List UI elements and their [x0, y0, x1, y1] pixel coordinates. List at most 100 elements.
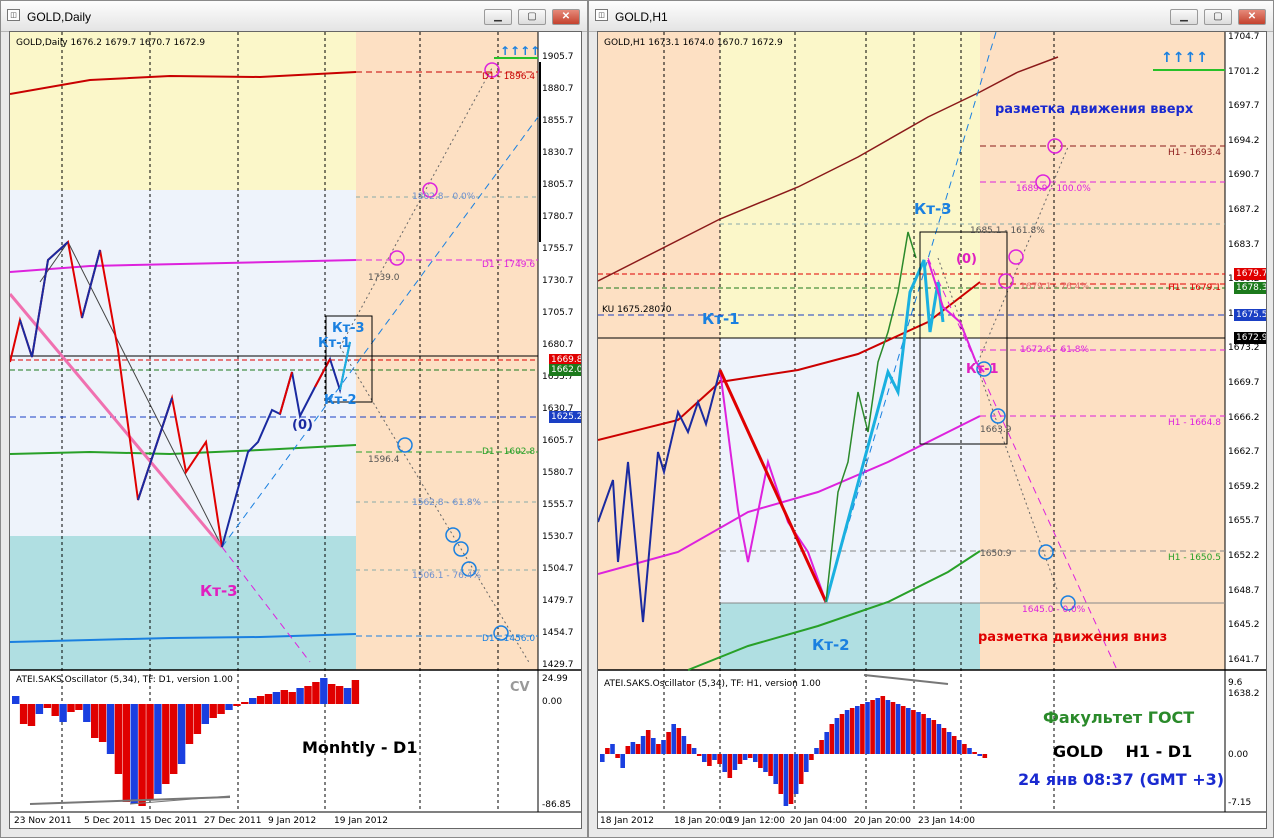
annotation-1679-764: 1679.1 - 76.4%	[1020, 282, 1090, 292]
price-tick: 1454.7	[542, 628, 574, 638]
osc-bar	[941, 728, 947, 754]
right-window-title: GOLD,H1	[615, 10, 668, 24]
osc-bar	[696, 754, 702, 756]
caption-monthly-d1: Monhtly - D1	[302, 738, 418, 757]
osc-bar	[875, 698, 880, 754]
osc-bar	[686, 744, 692, 754]
date-tick: 27 Dec 2011	[204, 816, 262, 826]
osc-bar	[146, 704, 154, 800]
osc-bar	[605, 748, 610, 754]
osc-bar	[707, 754, 712, 766]
osc-bar	[130, 704, 138, 804]
date-tick: 5 Dec 2011	[84, 816, 136, 826]
markup-up-label: разметка движения вверх	[995, 102, 1194, 117]
osc-bar	[829, 724, 835, 754]
price-tick: 1666.2	[1228, 412, 1260, 423]
osc-bar	[855, 706, 860, 754]
osc-bar	[793, 754, 799, 794]
osc-bar	[732, 754, 738, 770]
osc-bar	[870, 700, 875, 754]
price-tick: 1429.7	[542, 660, 574, 670]
osc-bar	[256, 696, 265, 704]
osc-bar	[809, 754, 814, 760]
price-tag: 1679.7	[1234, 268, 1267, 280]
annotation-1663: 1663.9	[980, 425, 1012, 435]
osc-bar	[763, 754, 768, 772]
annotation-fib-618: 1562.8 - 61.8%	[412, 498, 482, 508]
right-chart-window: ◫ GOLD,H1 ▁ ▢ ✕	[588, 0, 1274, 838]
left-chart-canvas	[10, 32, 581, 828]
price-tick: 1605.7	[542, 436, 574, 446]
right-title-bar[interactable]: ◫ GOLD,H1 ▁ ▢ ✕	[589, 1, 1273, 32]
label-kt1: Кт-1	[702, 310, 740, 328]
osc-bar	[154, 704, 162, 794]
osc-bar	[890, 702, 896, 754]
osc-bar	[834, 718, 840, 754]
right-chart-canvas	[598, 32, 1266, 828]
label-kt2: Кт-2	[324, 393, 357, 408]
left-window-title: GOLD,Daily	[27, 10, 92, 24]
osc-bar	[328, 684, 336, 704]
osc-bar	[747, 754, 753, 758]
osc-bar	[343, 688, 352, 704]
price-tag: 1669.8	[549, 354, 582, 366]
price-tick: 1645.2	[1228, 620, 1260, 631]
osc-bar	[962, 744, 967, 754]
osc-bar	[122, 704, 130, 802]
close-button[interactable]: ✕	[552, 9, 580, 25]
price-tick: 1780.7	[542, 212, 574, 222]
osc-bar	[272, 692, 281, 704]
annotation-fib-1618: 1685.1 - 161.8%	[970, 226, 1045, 236]
osc-bar	[982, 754, 988, 758]
price-tick: 1690.7	[1228, 170, 1260, 181]
annotation-h1-1664: H1 - 1664.8	[1168, 418, 1221, 428]
osc-bar	[625, 746, 631, 754]
osc-bar	[43, 704, 51, 708]
osc-bar	[170, 704, 178, 774]
osc-bar	[67, 704, 75, 712]
osc-bar	[83, 704, 91, 722]
osc-bar	[91, 704, 99, 738]
date-tick: 19 Jan 12:00	[728, 816, 785, 826]
price-tick: 1705.7	[542, 308, 574, 318]
osc-bar	[12, 696, 20, 704]
price-tick: 1659.2	[1228, 481, 1260, 492]
osc-bar	[946, 732, 952, 754]
maximize-button[interactable]: ▢	[518, 9, 546, 25]
osc-bar	[819, 740, 824, 754]
price-tick: 1638.2	[1228, 689, 1260, 700]
osc-bar	[824, 732, 829, 754]
date-tick: 19 Jan 2012	[334, 816, 388, 826]
price-tick: 1662.7	[1228, 447, 1260, 458]
osc-bar	[225, 704, 233, 710]
osc-bar	[288, 692, 296, 704]
osc-tick: -86.85	[542, 800, 572, 810]
price-tick: 1504.7	[542, 564, 574, 574]
maximize-button[interactable]: ▢	[1204, 9, 1232, 25]
osc-bar	[844, 710, 850, 754]
osc-bar	[51, 704, 59, 716]
osc-tick: 24.99	[542, 674, 568, 684]
annotation-1739: 1739.0	[368, 273, 400, 283]
osc-bar	[296, 688, 304, 704]
osc-cv-label: CV	[510, 680, 530, 695]
annotation-h1-1679: H1 - 1679.1	[1168, 283, 1221, 293]
osc-bar	[722, 754, 727, 772]
left-chart-area[interactable]: GOLD,Daily 1676.2 1679.7 1670.7 1672.9 ↑…	[9, 31, 582, 829]
right-chart-area[interactable]: GOLD,H1 1673.1 1674.0 1670.7 1672.9 KU 1…	[597, 31, 1267, 829]
osc-tick: -7.15	[1228, 798, 1252, 808]
label-kt1-pink: Кт-1	[966, 362, 999, 377]
date-tick: 23 Nov 2011	[14, 816, 72, 826]
osc-bar	[977, 754, 982, 756]
minimize-button[interactable]: ▁	[1170, 9, 1198, 25]
up-arrows-icon: ↑↑↑↑	[1161, 50, 1208, 66]
label-zero: (0)	[956, 252, 977, 267]
osc-bar	[209, 704, 217, 718]
minimize-button[interactable]: ▁	[484, 9, 512, 25]
annotation-fib-618: 1672.6 - 61.8%	[1020, 345, 1090, 355]
close-button[interactable]: ✕	[1238, 9, 1266, 25]
left-title-bar[interactable]: ◫ GOLD,Daily ▁ ▢ ✕	[1, 1, 587, 32]
osc-tick: 0.00	[1228, 750, 1249, 760]
osc-bar	[19, 704, 28, 724]
osc-bar	[676, 728, 682, 754]
